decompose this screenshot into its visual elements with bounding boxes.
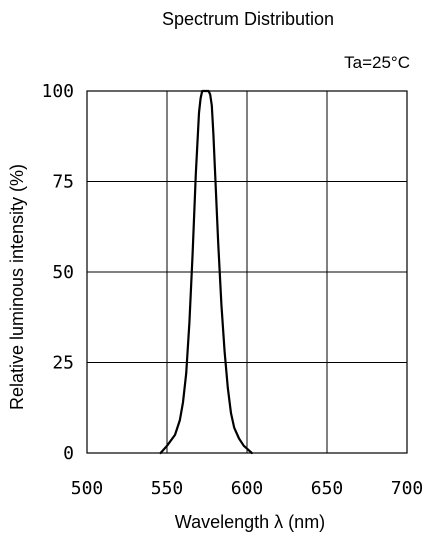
y-tick-label: 50 xyxy=(52,262,74,283)
chart-title: Spectrum Distribution xyxy=(162,9,334,29)
plot-frame xyxy=(86,90,408,454)
condition-label: Ta=25°C xyxy=(344,53,410,72)
x-tick-label: 650 xyxy=(311,478,344,499)
y-tick-labels: 0 25 50 75 100 xyxy=(41,81,74,464)
y-tick-label: 100 xyxy=(41,81,74,102)
y-axis-label: Relative luminous intensity (%) xyxy=(7,164,27,410)
y-tick-label: 25 xyxy=(52,353,74,374)
y-tick-label: 0 xyxy=(63,443,74,464)
x-tick-label: 550 xyxy=(151,478,184,499)
grid xyxy=(87,91,407,453)
y-tick-label: 75 xyxy=(52,172,74,193)
x-tick-label: 500 xyxy=(71,478,104,499)
x-tick-labels: 500 550 600 650 700 xyxy=(71,478,424,499)
x-tick-label: 600 xyxy=(231,478,264,499)
x-tick-label: 700 xyxy=(391,478,424,499)
x-axis-label: Wavelength λ (nm) xyxy=(175,512,325,532)
spectrum-curve xyxy=(159,89,253,455)
